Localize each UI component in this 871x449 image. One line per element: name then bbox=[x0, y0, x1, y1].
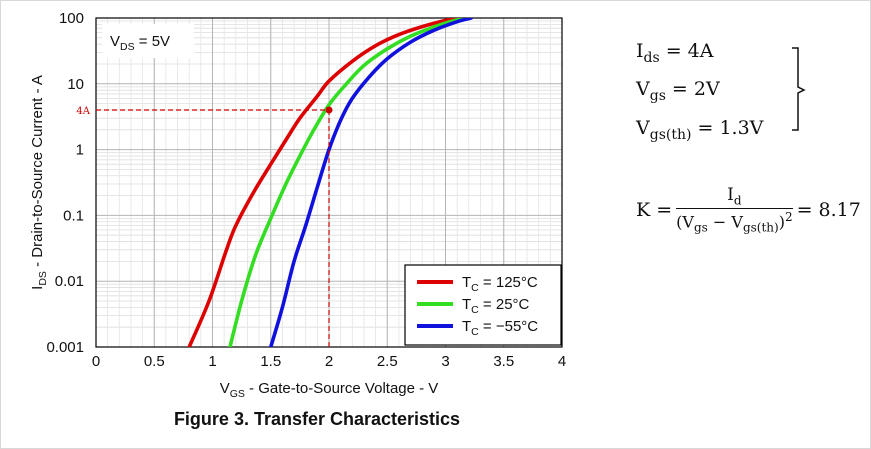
marker-label: 4A bbox=[76, 106, 90, 117]
condition-box: VDS = 5V bbox=[102, 24, 194, 58]
label-rest: = 125°C bbox=[479, 274, 538, 291]
label-subscript: C bbox=[471, 326, 479, 338]
label-rest: - Drain-to-Source Current - A bbox=[29, 75, 46, 271]
x-tick-label: 0 bbox=[92, 353, 100, 370]
x-tick-label: 4 bbox=[558, 353, 566, 370]
vgs-symbol: V bbox=[636, 78, 650, 100]
x-tick-label: 0.5 bbox=[144, 353, 165, 370]
label-rest: = 25°C bbox=[479, 296, 530, 313]
y-tick-label: 10 bbox=[67, 76, 84, 93]
label-main: T bbox=[462, 296, 471, 313]
label-rest: = −55°C bbox=[479, 318, 539, 335]
axis-labels: VGS - Gate-to-Source Voltage - V IDS - Dr… bbox=[29, 75, 460, 429]
marker-point bbox=[325, 106, 333, 114]
vgs-value: = 2V bbox=[665, 78, 720, 100]
label-subscript: DS bbox=[37, 271, 49, 286]
legend-label-3: TC = −55°C bbox=[462, 318, 538, 338]
x-tick-label: 2.5 bbox=[377, 353, 398, 370]
x-axis-label: VGS - Gate-to-Source Voltage - V bbox=[220, 380, 439, 400]
label-main: V bbox=[220, 380, 230, 397]
figure-title: Figure 3. Transfer Characteristics bbox=[174, 409, 460, 429]
vgs-subscript: gs bbox=[649, 87, 666, 104]
vgsth-subscript: gs(th) bbox=[649, 126, 692, 143]
condition-label: VDS = 5V bbox=[110, 33, 170, 53]
k-den-mid: − V bbox=[707, 212, 743, 232]
x-tick-label: 1.5 bbox=[260, 353, 281, 370]
condition-box-bg bbox=[102, 24, 194, 58]
vgsth-symbol: V bbox=[636, 117, 650, 139]
y-tick-label: 0.01 bbox=[55, 273, 84, 290]
label-rest: - Gate-to-Source Voltage - V bbox=[245, 380, 438, 397]
label-rest: = 5V bbox=[135, 33, 170, 50]
legend-label-1: TC = 125°C bbox=[462, 274, 538, 294]
label-main: V bbox=[110, 33, 120, 50]
k-num-subscript: d bbox=[733, 193, 742, 208]
series-line-3 bbox=[268, 18, 473, 347]
series-line-2 bbox=[228, 18, 469, 347]
series-lines bbox=[187, 18, 473, 347]
label-subscript: DS bbox=[120, 41, 135, 53]
k-den-exponent: 2 bbox=[784, 210, 793, 225]
vgsth-value: = 1.3V bbox=[691, 117, 764, 139]
right-brace-icon bbox=[792, 47, 806, 131]
ids-subscript: ds bbox=[643, 49, 660, 66]
plot-border bbox=[95, 17, 563, 348]
k-result: = 8.17 bbox=[796, 198, 861, 221]
x-tick-label: 2 bbox=[325, 353, 333, 370]
y-tick-label: 0.1 bbox=[63, 207, 84, 224]
x-tick-label: 3.5 bbox=[493, 353, 514, 370]
label-subscript: GS bbox=[230, 388, 245, 400]
y-axis-label: IDS - Drain-to-Source Current - A bbox=[29, 75, 49, 290]
k-numerator: Id bbox=[676, 185, 793, 210]
ids-equation: Ids = 4A bbox=[636, 40, 713, 66]
k-den-sub1: gs bbox=[693, 220, 708, 235]
x-tick-label: 3 bbox=[441, 353, 449, 370]
y-tick-label: 0.001 bbox=[46, 339, 84, 356]
k-lhs: K = bbox=[636, 198, 673, 221]
label-main: I bbox=[29, 286, 46, 290]
label-subscript: C bbox=[471, 304, 479, 316]
k-equation: K = Id (Vgs − Vgs(th))2 = 8.17 bbox=[636, 185, 861, 235]
vgsth-equation: Vgs(th) = 1.3V bbox=[636, 117, 763, 143]
operating-point-annotation: 4A bbox=[76, 106, 333, 347]
vgs-equation: Vgs = 2V bbox=[636, 78, 720, 104]
ids-symbol: I bbox=[636, 40, 644, 62]
k-fraction: Id (Vgs − Vgs(th))2 bbox=[676, 185, 793, 235]
legend: TC = 125°CTC = 25°CTC = −55°C bbox=[404, 264, 562, 346]
k-den-open: (V bbox=[676, 212, 694, 232]
k-num-symbol: I bbox=[727, 185, 734, 205]
k-den-sub2: gs(th) bbox=[742, 220, 779, 235]
y-tick-label: 1 bbox=[76, 142, 84, 159]
k-denominator: (Vgs − Vgs(th))2 bbox=[676, 209, 792, 235]
legend-label-2: TC = 25°C bbox=[462, 296, 530, 316]
label-subscript: C bbox=[471, 282, 479, 294]
label-main: T bbox=[462, 318, 471, 335]
ids-value: = 4A bbox=[659, 40, 714, 62]
x-tick-label: 1 bbox=[208, 353, 216, 370]
axis-tick-labels: 0 0.5 1 1.5 2 2.5 3 3.5 4 0.001 0.01 0.1 1 10 100 bbox=[46, 10, 566, 370]
series-line-1 bbox=[187, 18, 459, 347]
y-tick-label: 100 bbox=[59, 10, 84, 27]
label-main: T bbox=[462, 274, 471, 291]
k-den-close: ) bbox=[778, 212, 785, 232]
